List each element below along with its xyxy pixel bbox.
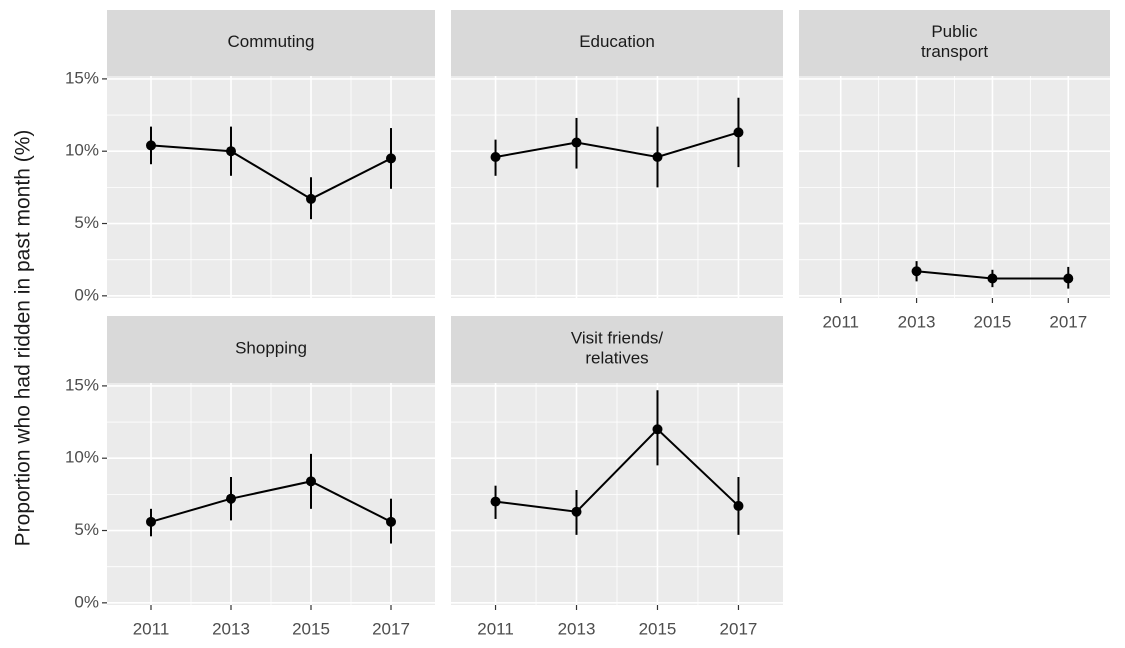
y-tick-label: 5%: [74, 520, 99, 539]
data-point: [146, 516, 156, 527]
strip-line: relatives: [585, 349, 648, 368]
data-point: [571, 137, 582, 148]
data-point: [490, 151, 501, 162]
data-point: [571, 506, 582, 517]
data-point: [1063, 273, 1074, 284]
data-point: [306, 476, 316, 487]
strip: [451, 10, 783, 76]
data-point: [652, 151, 663, 162]
strip: [451, 316, 783, 383]
data-point: [386, 516, 396, 527]
strip-label: Shopping: [235, 339, 307, 358]
x-tick-label: 2011: [133, 619, 170, 638]
strip-line: Visit friends/: [571, 329, 664, 348]
x-tick-label: 2017: [720, 619, 758, 638]
data-point: [386, 153, 396, 164]
data-point: [733, 500, 744, 511]
data-point: [226, 146, 236, 157]
x-tick-label: 2011: [822, 312, 859, 331]
data-point: [652, 424, 663, 435]
data-point: [987, 273, 998, 284]
strip: [107, 316, 435, 383]
strip: [107, 10, 435, 76]
data-point: [306, 193, 316, 204]
strip: [799, 10, 1110, 76]
x-tick-label: 2015: [292, 619, 330, 638]
y-tick-label: 10%: [65, 141, 99, 160]
y-tick-label: 15%: [65, 375, 99, 394]
data-point: [146, 140, 156, 151]
x-tick-label: 2017: [1049, 312, 1087, 331]
y-axis-label: Proportion who had ridden in past month …: [12, 130, 35, 547]
data-line: [495, 427, 740, 513]
data-point: [911, 266, 922, 277]
y-tick-label: 15%: [65, 68, 99, 87]
y-tick-label: 5%: [74, 213, 99, 232]
strip-label: Commuting: [228, 32, 315, 51]
x-tick-label: 2013: [898, 312, 936, 331]
data-point: [490, 496, 501, 507]
strip-line: Shopping: [235, 339, 307, 358]
data-point: [226, 493, 236, 504]
x-tick-label: 2013: [212, 619, 250, 638]
x-tick-label: 2015: [974, 312, 1012, 331]
y-tick-label: 10%: [65, 448, 99, 467]
x-tick-label: 2011: [477, 619, 514, 638]
strip-line: Education: [579, 32, 655, 51]
data-line: [150, 480, 392, 523]
strip-line: Commuting: [228, 32, 315, 51]
strip-label: Visit friends/relatives: [571, 329, 664, 368]
data-line: [495, 131, 739, 159]
y-tick-label: 0%: [74, 285, 99, 304]
x-tick-label: 2013: [558, 619, 596, 638]
data-point: [733, 127, 744, 138]
strip-label: Public transport: [921, 22, 988, 61]
x-tick-label: 2015: [639, 619, 677, 638]
y-tick-label: 0%: [74, 592, 99, 611]
strip-line: transport: [921, 42, 988, 61]
strip-label: Education: [579, 32, 655, 51]
data-line: [150, 144, 392, 201]
x-tick-label: 2017: [372, 619, 410, 638]
strip-line: Public: [931, 22, 978, 41]
